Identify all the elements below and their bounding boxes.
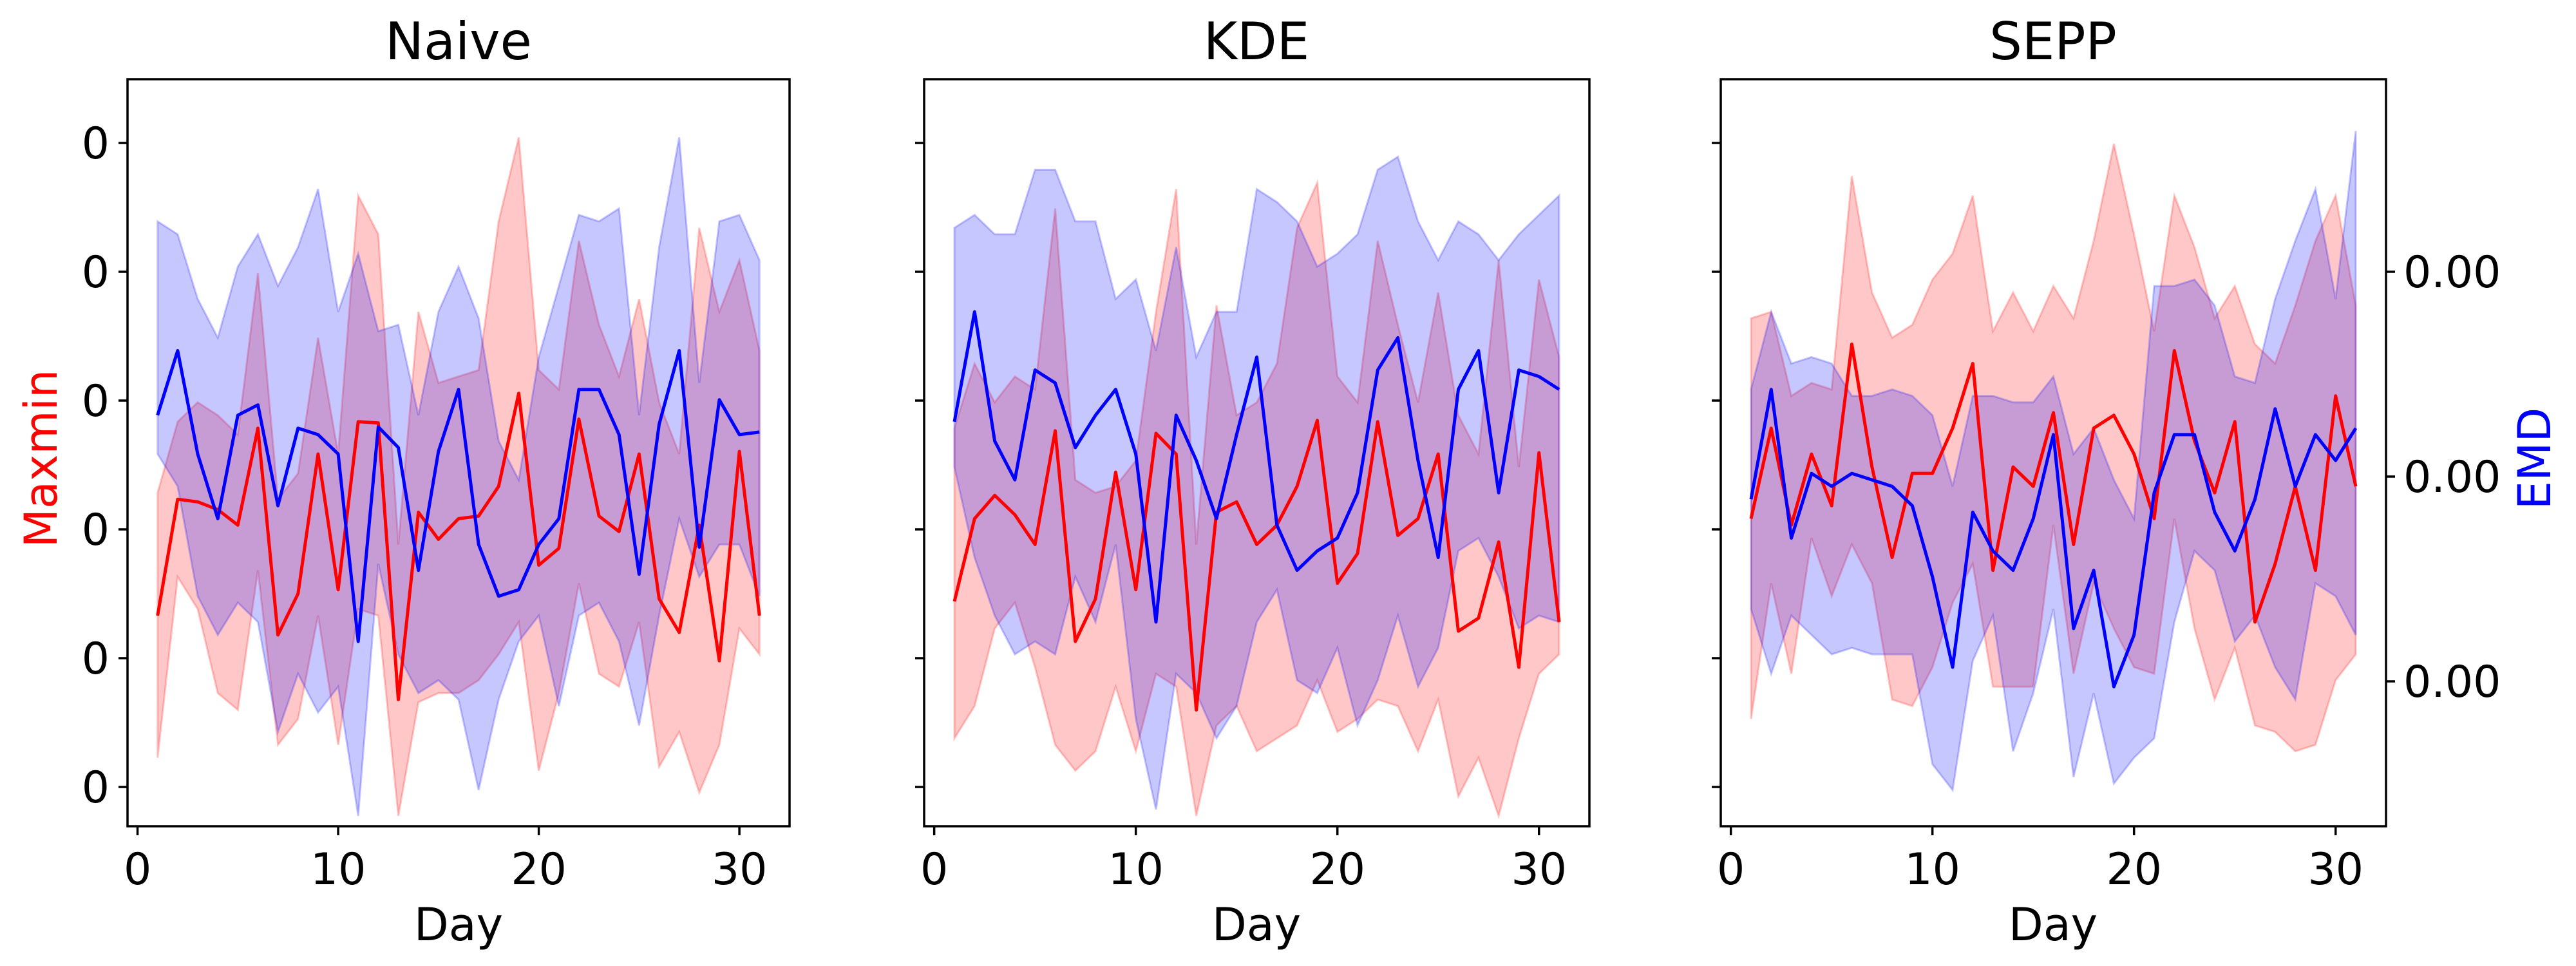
sepp-title: SEPP (1989, 12, 2117, 71)
naive-bands (156, 137, 761, 817)
left-y-axis-label: Maxmin (15, 370, 68, 548)
kde-axes-frame (923, 78, 1591, 828)
x-tick-label: 10 (310, 844, 366, 895)
naive-title: Naive (385, 12, 532, 71)
x-tick-label: 20 (511, 844, 567, 895)
sepp-x-ticks: 0 10 20 30 (1717, 826, 2363, 895)
right-y-tick-label: 0.00 (2403, 452, 2501, 503)
x-tick-label: 30 (712, 844, 768, 895)
x-tick-label: 10 (1108, 844, 1164, 895)
left-y-tick-label: 0 (82, 505, 109, 556)
sepp-left-y-ticks (1712, 142, 1721, 788)
naive-x-ticks: 0 10 20 30 (124, 826, 767, 895)
naive-maxmin-band (156, 137, 761, 817)
left-y-tick-label: 0 (82, 634, 109, 685)
sepp-x-label: Day (2009, 898, 2098, 951)
right-y-axis-label: EMD (2508, 408, 2561, 510)
sepp-emd-line (1749, 388, 2358, 688)
x-tick-label: 0 (920, 844, 948, 895)
sepp-lines (1749, 342, 2358, 688)
x-tick-label: 30 (2307, 844, 2363, 895)
x-tick-label: 0 (1717, 844, 1745, 895)
right-y-ticks: 0.00 0.00 0.00 (2386, 247, 2501, 708)
panel-naive: Naive 0 10 20 30 Day 0 0 0 0 0 0 Maxmin (15, 12, 791, 951)
x-tick-label: 10 (1904, 844, 1960, 895)
sepp-maxmin-line (1749, 342, 2358, 624)
x-tick-label: 0 (124, 844, 151, 895)
kde-title: KDE (1204, 12, 1310, 71)
kde-x-ticks: 0 10 20 30 (920, 826, 1567, 895)
left-y-ticks: 0 0 0 0 0 0 (82, 118, 128, 813)
left-y-tick-label: 0 (82, 247, 109, 298)
kde-y-ticks (915, 142, 924, 788)
right-y-tick-label: 0.00 (2403, 247, 2501, 298)
kde-maxmin-band (953, 178, 1560, 820)
sepp-axes-frame (1719, 78, 2387, 828)
left-y-tick-label: 0 (82, 762, 109, 813)
naive-lines (156, 349, 761, 701)
x-tick-label: 20 (2106, 844, 2162, 895)
kde-x-label: Day (1212, 898, 1301, 951)
kde-emd-line (952, 310, 1560, 624)
left-y-tick-label: 0 (82, 376, 109, 427)
kde-lines (952, 310, 1561, 712)
naive-x-label: Day (414, 898, 503, 951)
naive-emd-band (156, 137, 761, 817)
kde-maxmin-line (952, 419, 1561, 712)
panel-sepp: SEPP 0 10 20 30 Day 0.00 0.00 0.00 EMD (1712, 12, 2561, 951)
naive-axes-frame (126, 78, 791, 828)
naive-emd-line (156, 349, 760, 643)
x-tick-label: 30 (1511, 844, 1567, 895)
panel-kde: KDE 0 10 20 30 Day (915, 12, 1591, 951)
x-tick-label: 20 (1309, 844, 1365, 895)
naive-maxmin-line (156, 392, 761, 701)
left-y-tick-label: 0 (82, 118, 109, 169)
right-y-tick-label: 0.00 (2403, 657, 2501, 708)
sepp-emd-band (1750, 131, 2357, 793)
